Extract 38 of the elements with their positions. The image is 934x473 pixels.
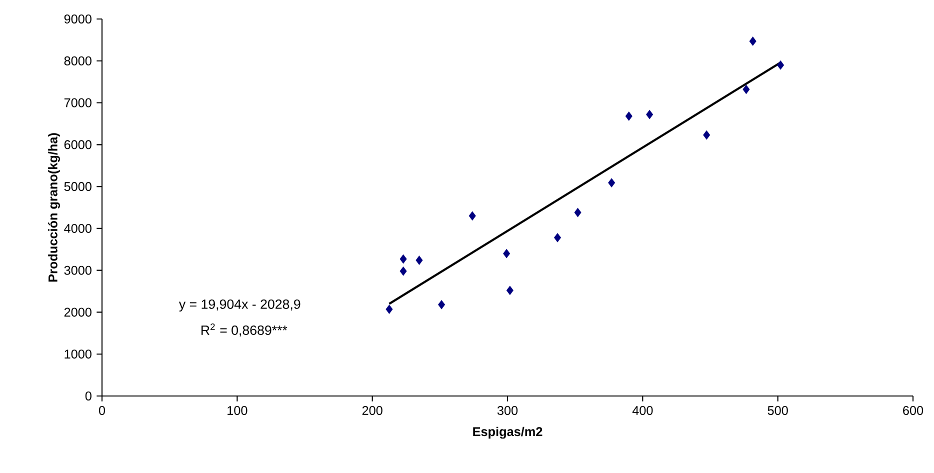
point xyxy=(777,60,784,70)
point xyxy=(400,254,407,264)
x-tick-label: 100 xyxy=(228,406,248,415)
y-tick-label: 3000 xyxy=(64,266,92,275)
y-tick-label: 2000 xyxy=(64,308,92,317)
point xyxy=(386,304,393,314)
y-tick-label: 5000 xyxy=(64,182,92,192)
point xyxy=(574,208,582,218)
point xyxy=(608,178,616,188)
y-tick-label: 8000 xyxy=(64,56,92,66)
x-axis-title: Espigas/m2 xyxy=(473,426,542,439)
y-tick-label: 4000 xyxy=(64,224,92,233)
x-tick-label: 200 xyxy=(362,406,382,415)
point xyxy=(400,266,407,276)
point xyxy=(468,211,476,220)
point xyxy=(438,300,446,310)
annotation: R$^{2}$ = 0,8689*** xyxy=(202,323,288,337)
point xyxy=(554,233,561,242)
y-tick-label: 0 xyxy=(85,392,92,400)
point xyxy=(506,286,514,295)
x-tick-label: 600 xyxy=(903,406,924,415)
x-tick-label: 500 xyxy=(768,406,788,415)
x-tick-label: 300 xyxy=(497,406,518,415)
point xyxy=(749,36,756,46)
x-tick-label: 0 xyxy=(98,406,106,415)
point xyxy=(625,112,632,121)
y-axis-title: Producción grano(kg/ha) xyxy=(48,133,60,282)
point xyxy=(503,249,510,258)
y-tick-label: 6000 xyxy=(64,140,92,150)
point xyxy=(416,256,423,265)
point xyxy=(703,130,710,140)
x-tick-label: 400 xyxy=(632,406,653,415)
y-tick-label: 9000 xyxy=(64,14,92,24)
y-tick-label: 7000 xyxy=(64,98,92,108)
annotation: y = 19,904x - 2028,9 xyxy=(178,299,300,312)
y-tick-label: 1000 xyxy=(64,350,92,359)
point xyxy=(742,84,750,94)
point xyxy=(646,110,654,120)
